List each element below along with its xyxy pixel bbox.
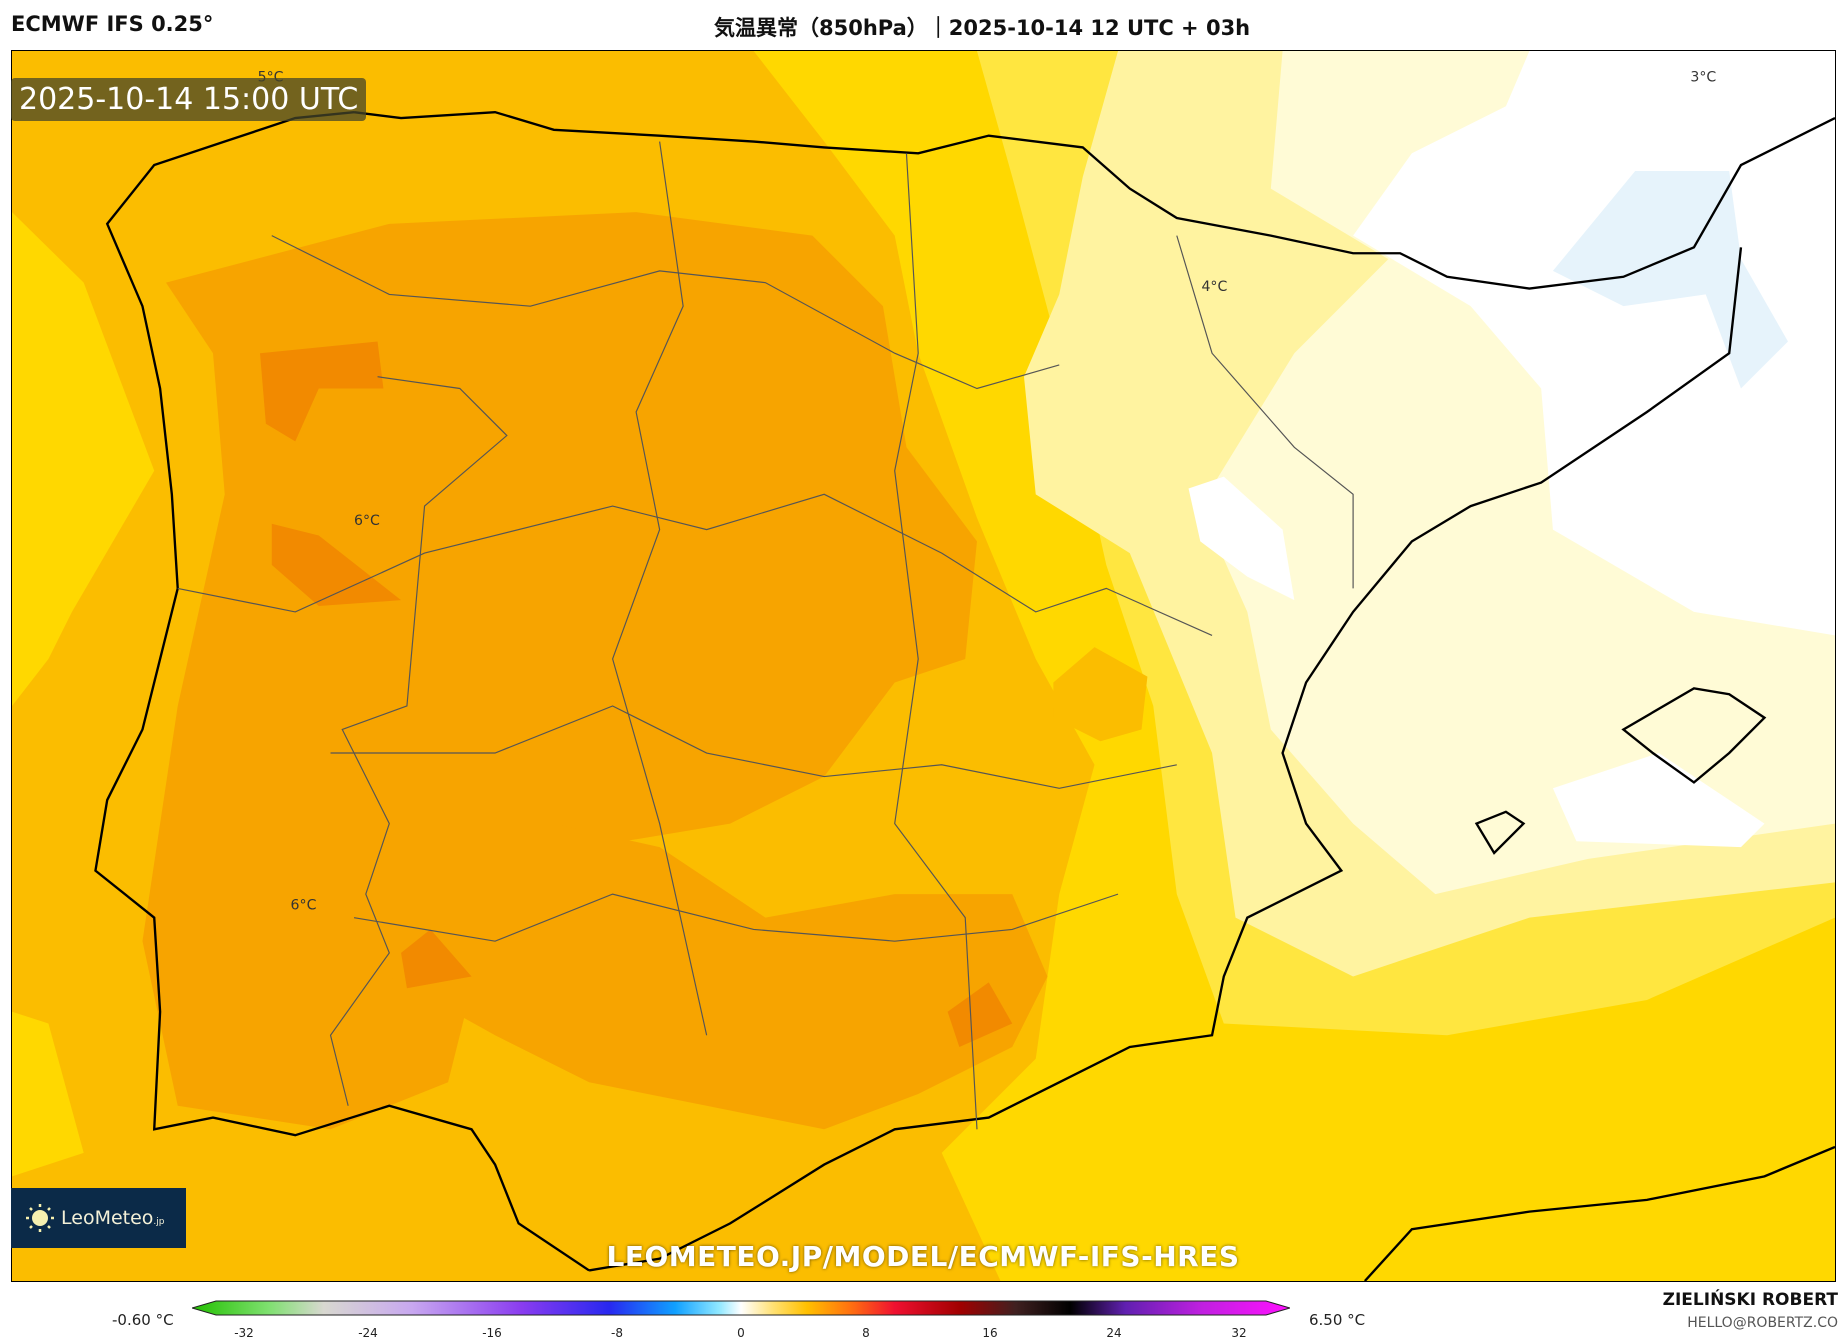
contour-label: 4°C [1201,279,1227,295]
anomaly-field-dark-orange-south [389,823,1048,1130]
anomaly-field-yellow-west-2 [12,1011,84,1177]
region-borders [177,141,1354,1130]
anomaly-field-darkest-orange-2 [271,523,402,607]
temperature-anomaly-map[interactable]: 5°C 3°C 4°C 6°C 6°C [11,50,1836,1282]
colorbar-tick: 32 [1231,1326,1247,1340]
ibiza [1474,810,1526,855]
contour-label: 6°C [354,513,380,529]
leometeo-logo[interactable]: LeoMeteo.jp [11,1188,186,1248]
colorbar-tick: -8 [611,1326,623,1340]
sun-icon [26,1204,54,1232]
logo-text: LeoMeteo.jp [61,1207,165,1229]
valid-time-label: 2025-10-14 15:00 UTC [11,78,367,121]
colorbar-tick: 0 [737,1326,745,1340]
colorbar-tick: 16 [982,1326,998,1340]
colorbar-min-label: -0.60 °C [112,1311,174,1329]
anomaly-field-white-3 [1552,753,1765,848]
coastline-east [588,247,1743,1272]
coastline-west [94,110,590,1272]
anomaly-field-orange-spot [1053,647,1148,742]
anomaly-field-darkest-orange-3 [401,929,472,989]
anomaly-field-darkest-orange [260,341,384,442]
model-name: ECMWF IFS 0.25° [11,12,214,36]
colorbar-tick: -32 [234,1326,254,1340]
anomaly-field-white-2 [1188,476,1295,601]
anomaly-field-darkest-orange-4 [947,982,1013,1047]
watermark-url: LEOMETEO.JP/MODEL/ECMWF-IFS-HRES [606,1240,1240,1273]
colorbar-tick: -16 [482,1326,502,1340]
colorbar-tick: 24 [1106,1326,1122,1340]
anomaly-field-yellow-west [12,212,155,706]
contour-label: 3°C [1690,70,1716,86]
colorbar-max-label: 6.50 °C [1309,1311,1366,1329]
colorbar-tick: -24 [358,1326,378,1340]
coastline [353,110,1835,290]
anomaly-field-light-blue [1552,170,1788,389]
colorbar [192,1300,1290,1316]
anomaly-field-dark-orange [142,212,977,1130]
coastline-africa [1363,1145,1835,1281]
chart-title: 気温異常（850hPa）｜2025-10-14 12 UTC + 03h [714,16,1251,40]
colorbar-tick: 8 [862,1326,870,1340]
contour-label: 6°C [291,897,317,913]
mallorca [1621,687,1767,784]
author-name: ZIELIŃSKI ROBERT [1662,1290,1838,1310]
author-email[interactable]: HELLO@ROBERTZ.CO [1687,1315,1838,1331]
